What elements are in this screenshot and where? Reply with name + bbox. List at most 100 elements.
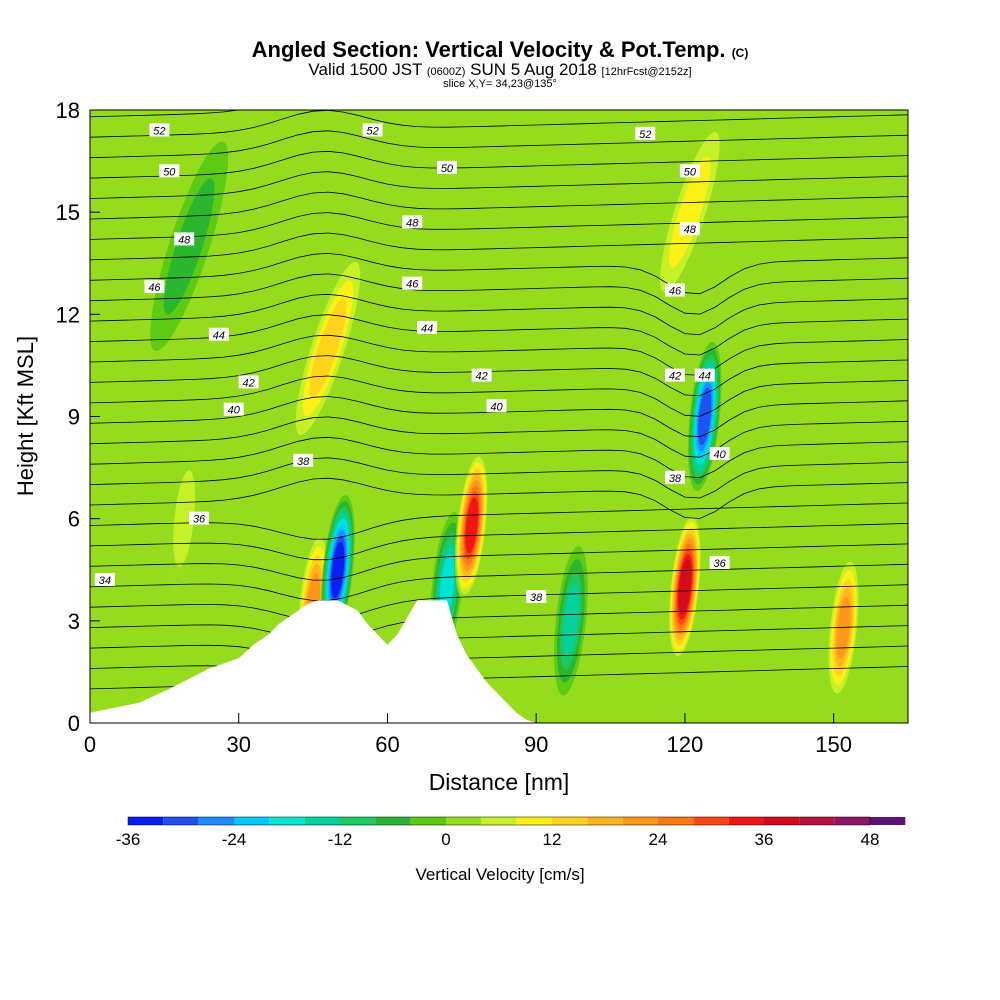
- colorbar-tick-label: 0: [441, 830, 450, 849]
- contour-label: 52: [635, 126, 656, 141]
- contour-label-box: [709, 446, 730, 460]
- contour-label-box: [709, 555, 730, 569]
- contour-label-box: [159, 164, 180, 178]
- contour-label: 52: [362, 123, 383, 137]
- x-tick-label: 0: [84, 732, 96, 757]
- valid-zulu: (0600Z): [426, 66, 466, 78]
- colorbar-swatch: [552, 817, 588, 825]
- contour-label: 38: [526, 589, 547, 604]
- contour-label-text: 52: [153, 125, 165, 137]
- colorbar-swatch: [410, 817, 446, 825]
- contour-label-box: [174, 232, 195, 246]
- valid-date: SUN 5 Aug 2018: [470, 60, 597, 79]
- x-tick-label: 30: [226, 732, 250, 757]
- contour-label-box: [144, 280, 165, 294]
- contour-label-text: 42: [476, 371, 488, 383]
- contour-label: 44: [208, 327, 229, 342]
- colorbar-swatch: [658, 817, 694, 825]
- contour-label-box: [664, 368, 685, 382]
- isentrope-line: [90, 502, 908, 540]
- isentrope-line: [90, 150, 908, 179]
- colorbar-swatch: [834, 817, 870, 825]
- colorbar-swatch: [304, 817, 340, 825]
- contour-label-box: [417, 320, 438, 334]
- contour-label-text: 48: [406, 217, 419, 229]
- colorbar-tick-label: 12: [543, 830, 562, 849]
- contour-label-text: 44: [213, 330, 225, 342]
- colorbar-swatch: [728, 817, 764, 825]
- contour-label-text: 42: [669, 371, 681, 383]
- contour-label: 52: [149, 123, 170, 137]
- colorbar-swatch: [128, 817, 164, 825]
- contour-label: 46: [402, 276, 423, 291]
- isentrope-line: [90, 416, 908, 458]
- contour-label-text: 38: [297, 456, 310, 468]
- colorbar-swatch: [340, 817, 376, 825]
- colorbar-swatch: [622, 817, 658, 825]
- colorbar-tick-label: 48: [861, 830, 880, 849]
- velocity-contour-band: [698, 387, 712, 446]
- plot-area: 52 52 52 50 50 50 48 48 48 46 46 46 44 44 44 42 42 42 40 40…: [90, 110, 908, 723]
- chart-subtitle: Valid 1500 JST (0600Z) SUN 5 Aug 2018 [1…: [0, 60, 1000, 80]
- colorbar-label: Vertical Velocity [cm/s]: [415, 865, 584, 884]
- colorbar-swatch: [234, 817, 270, 825]
- velocity-feature: [554, 546, 588, 696]
- colorbar-tick-label: -12: [328, 830, 353, 849]
- isentrope-line: [90, 436, 908, 479]
- colorbar: -36 -24 -12 0 12 24 36 48: [116, 816, 906, 849]
- velocity-feature: [289, 243, 367, 454]
- contour-label-box: [471, 368, 492, 382]
- contour-label-box: [664, 470, 685, 484]
- isentrope-line: [90, 212, 908, 240]
- contour-label-text: 52: [366, 125, 378, 137]
- isentrope-line: [90, 543, 908, 581]
- velocity-contour-band: [163, 178, 215, 315]
- contour-label-box: [436, 160, 457, 174]
- contour-label-box: [402, 276, 423, 290]
- contour-label: 38: [293, 453, 314, 468]
- velocity-contour-band: [678, 559, 692, 615]
- isentrope-line: [90, 584, 908, 622]
- contour-label-text: 46: [148, 282, 161, 294]
- isentrope-line: [90, 523, 908, 561]
- colorbar-swatch: [799, 817, 835, 825]
- contour-label: 36: [709, 555, 730, 570]
- isentrope-line: [90, 273, 908, 315]
- contour-label: 44: [417, 320, 438, 335]
- contour-label: 48: [679, 222, 700, 236]
- contour-label: 50: [436, 160, 457, 175]
- contour-label-text: 40: [490, 401, 503, 413]
- contour-label-text: 46: [406, 279, 419, 291]
- contour-label: 42: [238, 375, 259, 389]
- contour-label-text: 48: [178, 234, 191, 246]
- contour-label-text: 34: [99, 575, 111, 587]
- y-tick-label: 15: [56, 200, 80, 225]
- contour-label-box: [402, 215, 423, 229]
- isentrope-line: [90, 110, 908, 138]
- colorbar-swatch: [516, 817, 552, 825]
- velocity-contour-band: [465, 497, 479, 554]
- x-axis-label: Distance [nm]: [429, 769, 570, 795]
- contour-label-box: [149, 123, 170, 137]
- contour-label-text: 36: [713, 558, 726, 570]
- isentrope-line: [90, 130, 908, 159]
- contour-label-box: [635, 126, 656, 140]
- title-unit: (C): [731, 46, 749, 60]
- colorbar-swatch: [870, 817, 906, 825]
- isentrope-line: [90, 293, 908, 336]
- colorbar-swatch: [269, 817, 305, 825]
- velocity-feature: [454, 450, 489, 601]
- isentrope-line: [90, 110, 241, 118]
- isentrope-line: [90, 171, 908, 199]
- isentrope-line: [90, 334, 908, 376]
- contour-label: 50: [679, 164, 700, 178]
- contour-label-box: [189, 511, 210, 525]
- contour-label-box: [208, 327, 229, 341]
- y-tick-label: 18: [56, 98, 80, 123]
- contour-label: 48: [174, 232, 195, 246]
- contour-label: 42: [664, 368, 685, 383]
- contour-label: 36: [189, 511, 210, 526]
- contour-label-box: [362, 123, 383, 137]
- velocity-contour-band: [309, 298, 347, 399]
